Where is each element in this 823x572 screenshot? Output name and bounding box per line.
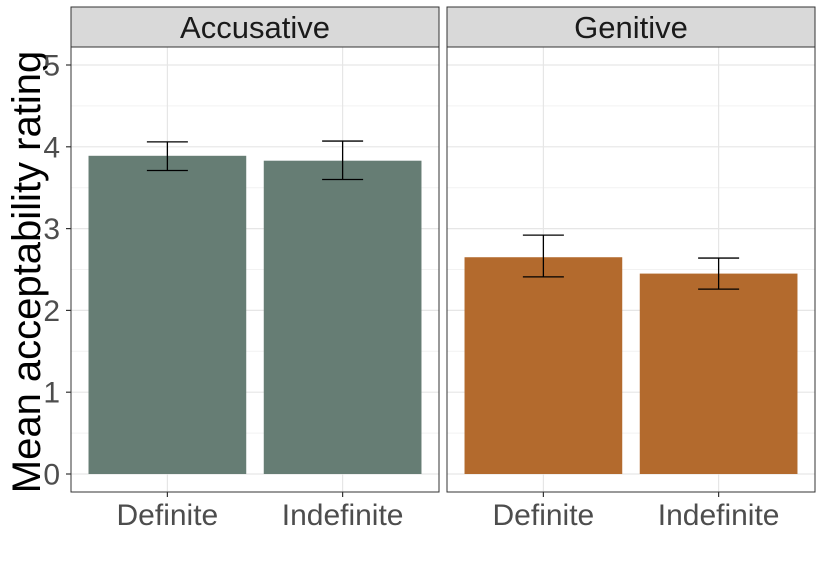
error-bar: [322, 140, 364, 181]
facet-strip: [446, 6, 816, 48]
x-tick-label: Indefinite: [282, 499, 404, 532]
x-tick-label: Definite: [117, 499, 219, 532]
panel-border: [446, 46, 816, 493]
error-bar: [522, 234, 564, 278]
panel-accusative: Accusative Definite Indefinite: [70, 6, 440, 532]
facet-strip: [70, 6, 440, 48]
bar-indefinite: [263, 160, 422, 475]
bar-indefinite: [639, 273, 798, 475]
bar-definite: [464, 257, 623, 475]
y-tick-label: 3: [43, 213, 60, 246]
y-tick-label: 4: [43, 131, 60, 164]
x-tick-label: Definite: [493, 499, 595, 532]
panel-border: [70, 46, 440, 493]
y-tick-label: 0: [43, 459, 60, 492]
y-axis: 0 1 2 3 4 5: [43, 49, 71, 492]
y-tick-label: 1: [43, 377, 60, 410]
error-bar: [146, 141, 188, 172]
y-tick-label: 2: [43, 295, 60, 328]
x-tick-label: Indefinite: [658, 499, 780, 532]
y-axis-title: Mean acceptability rating: [5, 51, 49, 493]
facet-strip-label: Accusative: [180, 10, 330, 45]
y-tick-label: 5: [43, 49, 60, 82]
facet-strip-label: Genitive: [574, 10, 688, 45]
panel-genitive: Genitive Definite Indefinite: [446, 6, 816, 532]
error-bar: [698, 257, 740, 290]
bar-definite: [88, 155, 247, 475]
